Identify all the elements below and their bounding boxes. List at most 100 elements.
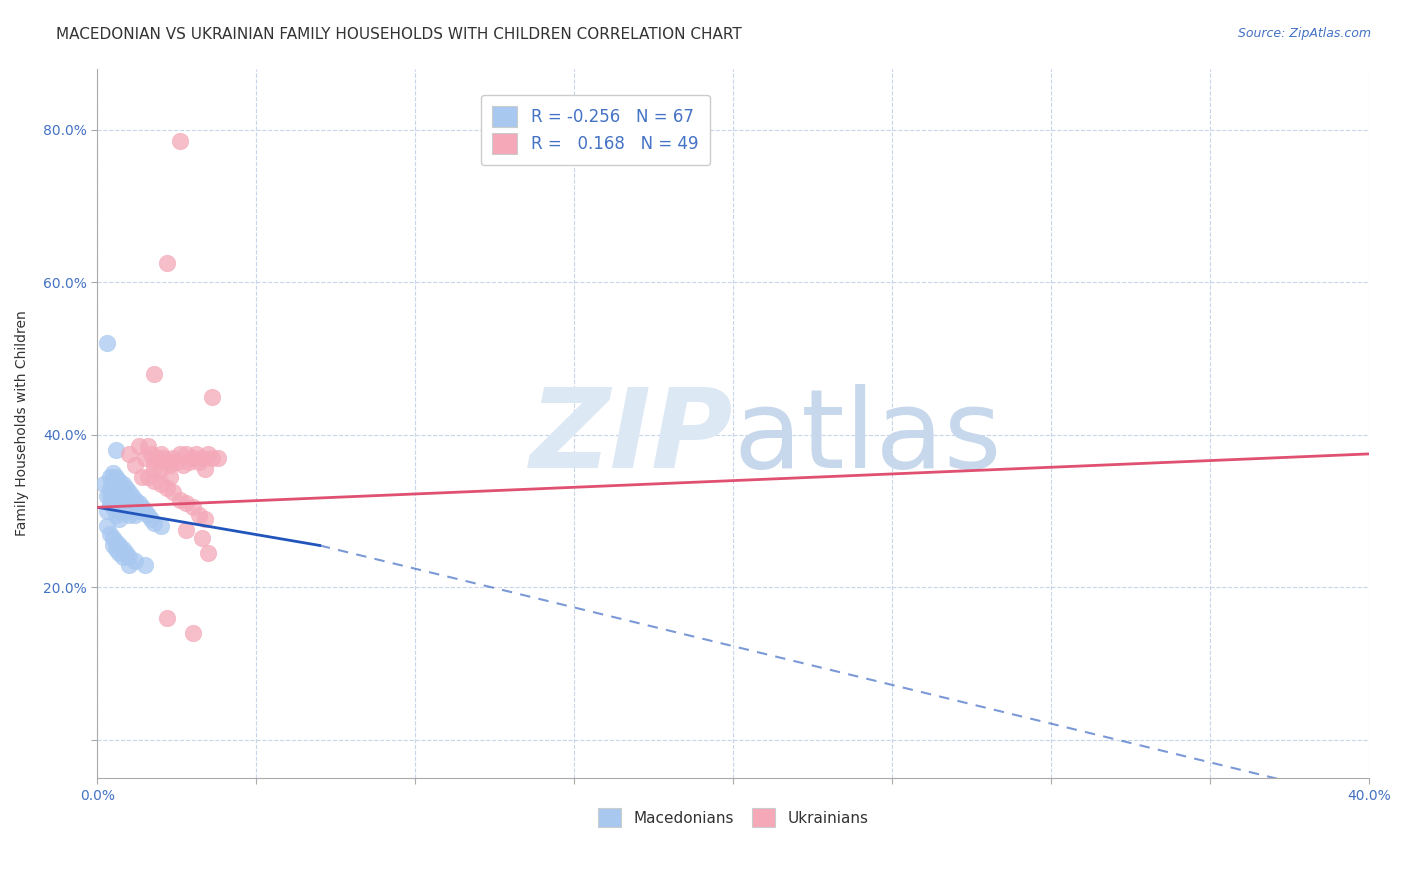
Point xyxy=(105,508,128,522)
Point xyxy=(169,134,191,148)
Point xyxy=(118,558,141,572)
Point xyxy=(105,485,128,500)
Point xyxy=(111,500,134,515)
Point xyxy=(149,447,172,461)
Point xyxy=(191,450,214,465)
Point xyxy=(108,489,131,503)
Point xyxy=(136,508,159,522)
Point xyxy=(149,477,172,491)
Point xyxy=(156,611,179,625)
Point xyxy=(111,485,134,500)
Text: atlas: atlas xyxy=(733,384,1001,491)
Point xyxy=(108,504,131,518)
Point xyxy=(108,496,131,510)
Text: MACEDONIAN VS UKRAINIAN FAMILY HOUSEHOLDS WITH CHILDREN CORRELATION CHART: MACEDONIAN VS UKRAINIAN FAMILY HOUSEHOLD… xyxy=(56,27,742,42)
Point xyxy=(111,549,134,564)
Point xyxy=(98,481,121,495)
Point xyxy=(197,447,219,461)
Point xyxy=(156,256,179,270)
Point xyxy=(101,474,124,488)
Point xyxy=(187,454,209,468)
Point xyxy=(146,450,169,465)
Point xyxy=(118,500,141,515)
Point xyxy=(105,534,128,549)
Point xyxy=(194,462,217,476)
Point xyxy=(143,474,166,488)
Point xyxy=(114,546,136,560)
Point xyxy=(105,443,128,458)
Text: ZIP: ZIP xyxy=(530,384,733,491)
Point xyxy=(156,481,179,495)
Point xyxy=(197,546,219,560)
Point xyxy=(141,512,163,526)
Point xyxy=(162,450,184,465)
Point xyxy=(114,504,136,518)
Point xyxy=(98,470,121,484)
Point xyxy=(149,462,172,476)
Point xyxy=(101,531,124,545)
Point xyxy=(174,523,197,537)
Point xyxy=(124,500,146,515)
Point xyxy=(114,481,136,495)
Point xyxy=(101,539,124,553)
Point xyxy=(179,454,201,468)
Point xyxy=(114,489,136,503)
Point xyxy=(128,439,150,453)
Point xyxy=(121,489,143,503)
Point xyxy=(124,554,146,568)
Point xyxy=(98,489,121,503)
Point xyxy=(143,367,166,381)
Point xyxy=(149,519,172,533)
Point xyxy=(134,504,156,518)
Point xyxy=(118,508,141,522)
Y-axis label: Family Households with Children: Family Households with Children xyxy=(15,310,30,536)
Point xyxy=(181,500,204,515)
Point xyxy=(159,470,181,484)
Point xyxy=(181,450,204,465)
Point xyxy=(201,450,224,465)
Point xyxy=(136,439,159,453)
Point xyxy=(194,512,217,526)
Point xyxy=(111,492,134,507)
Point xyxy=(131,500,153,515)
Point xyxy=(136,470,159,484)
Point xyxy=(96,336,118,351)
Point xyxy=(172,458,194,473)
Point xyxy=(96,519,118,533)
Point xyxy=(114,496,136,510)
Point xyxy=(118,485,141,500)
Point xyxy=(159,458,181,473)
Point xyxy=(181,626,204,640)
Point xyxy=(118,447,141,461)
Point xyxy=(108,474,131,488)
Point xyxy=(105,492,128,507)
Point xyxy=(98,527,121,541)
Point xyxy=(111,542,134,557)
Point xyxy=(121,496,143,510)
Point xyxy=(162,485,184,500)
Point xyxy=(143,516,166,530)
Point xyxy=(108,481,131,495)
Point xyxy=(111,477,134,491)
Text: Source: ZipAtlas.com: Source: ZipAtlas.com xyxy=(1237,27,1371,40)
Point xyxy=(96,489,118,503)
Point xyxy=(101,477,124,491)
Point xyxy=(124,508,146,522)
Point xyxy=(134,450,156,465)
Point xyxy=(141,447,163,461)
Point xyxy=(191,531,214,545)
Point xyxy=(201,390,224,404)
Point xyxy=(108,539,131,553)
Point xyxy=(207,450,229,465)
Point xyxy=(108,512,131,526)
Point xyxy=(101,485,124,500)
Point xyxy=(174,447,197,461)
Point xyxy=(105,470,128,484)
Legend: Macedonians, Ukrainians: Macedonians, Ukrainians xyxy=(591,800,876,834)
Point xyxy=(153,450,176,465)
Point xyxy=(128,504,150,518)
Point xyxy=(128,496,150,510)
Point xyxy=(105,542,128,557)
Point xyxy=(124,492,146,507)
Point xyxy=(156,454,179,468)
